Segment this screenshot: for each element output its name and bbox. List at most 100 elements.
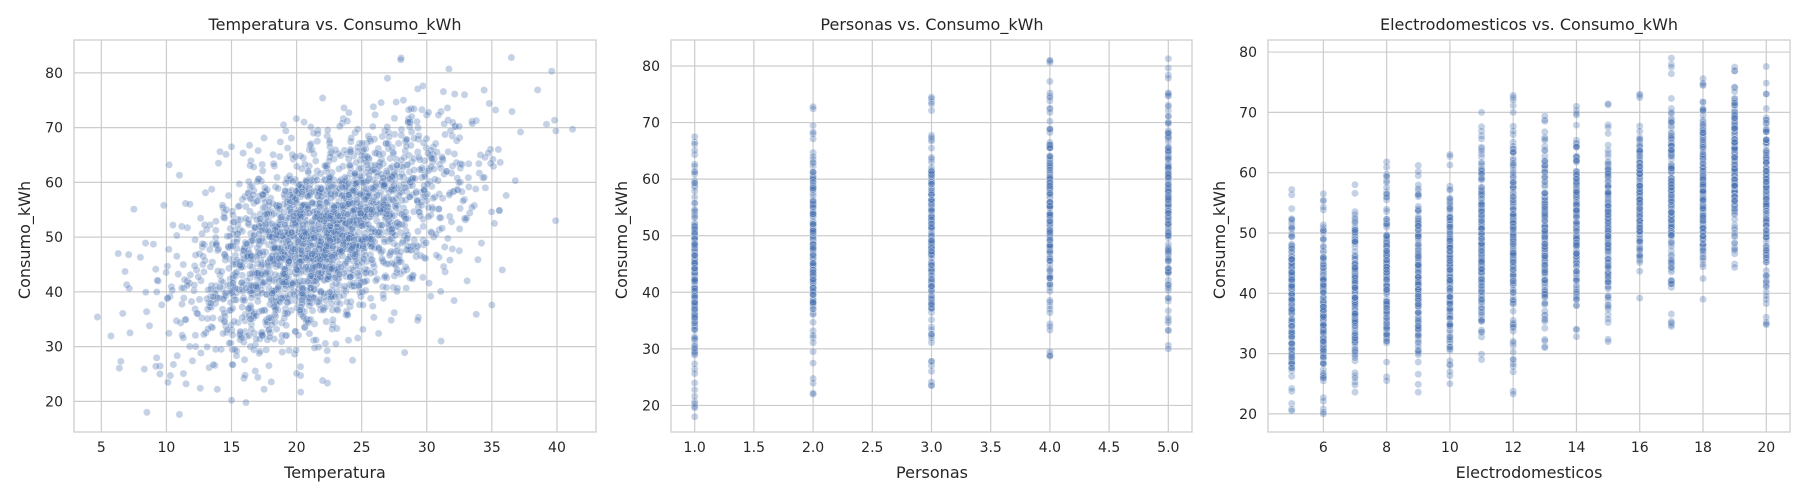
data-point — [1319, 337, 1328, 346]
data-point — [1540, 157, 1549, 166]
data-point — [117, 357, 125, 366]
data-point — [927, 93, 936, 101]
data-point — [294, 331, 303, 340]
data-point — [265, 361, 273, 370]
y-tick-label: 60 — [1239, 166, 1257, 182]
data-point — [292, 346, 300, 354]
data-point — [1351, 353, 1359, 362]
data-point — [472, 310, 481, 319]
data-point — [1414, 308, 1423, 317]
data-point — [1319, 220, 1328, 229]
data-point — [383, 74, 392, 83]
data-point — [1382, 157, 1391, 166]
data-point — [245, 141, 254, 150]
data-point — [269, 159, 278, 168]
data-point — [212, 217, 220, 226]
data-point — [392, 98, 400, 106]
data-point — [1477, 316, 1486, 325]
data-point — [285, 257, 293, 265]
data-point — [1164, 89, 1173, 98]
data-point — [261, 183, 269, 192]
data-point — [246, 262, 254, 270]
data-point — [1509, 337, 1518, 346]
data-point — [114, 249, 123, 258]
data-point — [552, 127, 560, 135]
data-point — [1351, 283, 1359, 292]
data-point — [305, 329, 314, 338]
data-point — [809, 305, 817, 313]
data-point — [1164, 143, 1173, 152]
data-point — [353, 269, 362, 278]
data-point — [1540, 252, 1549, 260]
data-point — [1164, 294, 1173, 302]
x-tick-label: 3.5 — [980, 440, 1002, 456]
data-point — [1414, 190, 1423, 199]
data-point — [347, 134, 356, 142]
data-point — [335, 165, 343, 173]
data-point — [1414, 260, 1423, 269]
data-point — [1319, 346, 1328, 355]
data-point — [1319, 312, 1328, 321]
x-axis-label: Temperatura — [283, 463, 386, 482]
data-point — [397, 125, 406, 134]
data-point — [1477, 355, 1486, 364]
data-point — [1572, 276, 1581, 285]
data-point — [1164, 155, 1173, 164]
data-point — [1446, 292, 1454, 301]
x-tick-label: 2.5 — [861, 440, 883, 456]
data-point — [219, 213, 228, 222]
data-point — [290, 290, 298, 299]
data-point — [346, 148, 355, 156]
data-point — [1382, 190, 1391, 198]
data-point — [1164, 264, 1173, 273]
data-point — [1164, 247, 1173, 256]
data-point — [211, 226, 220, 235]
data-point — [1477, 216, 1486, 225]
data-point — [1046, 287, 1054, 296]
data-point — [690, 205, 699, 214]
data-point — [809, 128, 817, 137]
data-point — [266, 254, 275, 263]
data-point — [1319, 275, 1328, 283]
data-point — [1382, 172, 1391, 181]
data-point — [456, 204, 464, 213]
data-point — [364, 220, 373, 229]
data-point — [568, 125, 577, 134]
data-point — [1509, 327, 1518, 336]
data-point — [390, 272, 399, 280]
data-point — [152, 353, 161, 362]
y-axis-label: Consumo_kWh — [612, 181, 632, 299]
data-point — [1287, 281, 1296, 290]
data-point — [1351, 180, 1359, 189]
data-point — [180, 284, 188, 293]
x-tick-label: 5 — [97, 440, 106, 456]
x-tick-label: 10 — [158, 440, 176, 456]
data-point — [236, 260, 245, 269]
x-tick-label: 35 — [483, 440, 501, 456]
data-point — [421, 254, 430, 263]
data-point — [1164, 54, 1173, 63]
x-tick-label: 20 — [288, 440, 306, 456]
data-point — [224, 191, 233, 200]
panel-personas: Personas vs. Consumo_kWh Personas Consum… — [612, 15, 1193, 482]
data-point — [410, 166, 418, 174]
data-point — [1319, 353, 1328, 361]
data-point — [186, 271, 195, 279]
data-point — [163, 262, 172, 271]
data-point — [1382, 232, 1391, 240]
data-point — [448, 162, 457, 171]
data-point — [1164, 216, 1173, 225]
data-point — [1164, 209, 1173, 218]
data-point — [1509, 390, 1518, 398]
data-point — [424, 203, 433, 212]
data-point — [280, 314, 289, 323]
data-point — [1477, 247, 1486, 256]
data-point — [1477, 240, 1486, 249]
data-point — [1287, 232, 1296, 241]
data-point — [236, 327, 245, 336]
data-point — [275, 261, 284, 270]
data-point — [438, 224, 446, 233]
data-point — [229, 279, 237, 287]
data-point — [265, 275, 274, 283]
data-point — [163, 294, 172, 302]
